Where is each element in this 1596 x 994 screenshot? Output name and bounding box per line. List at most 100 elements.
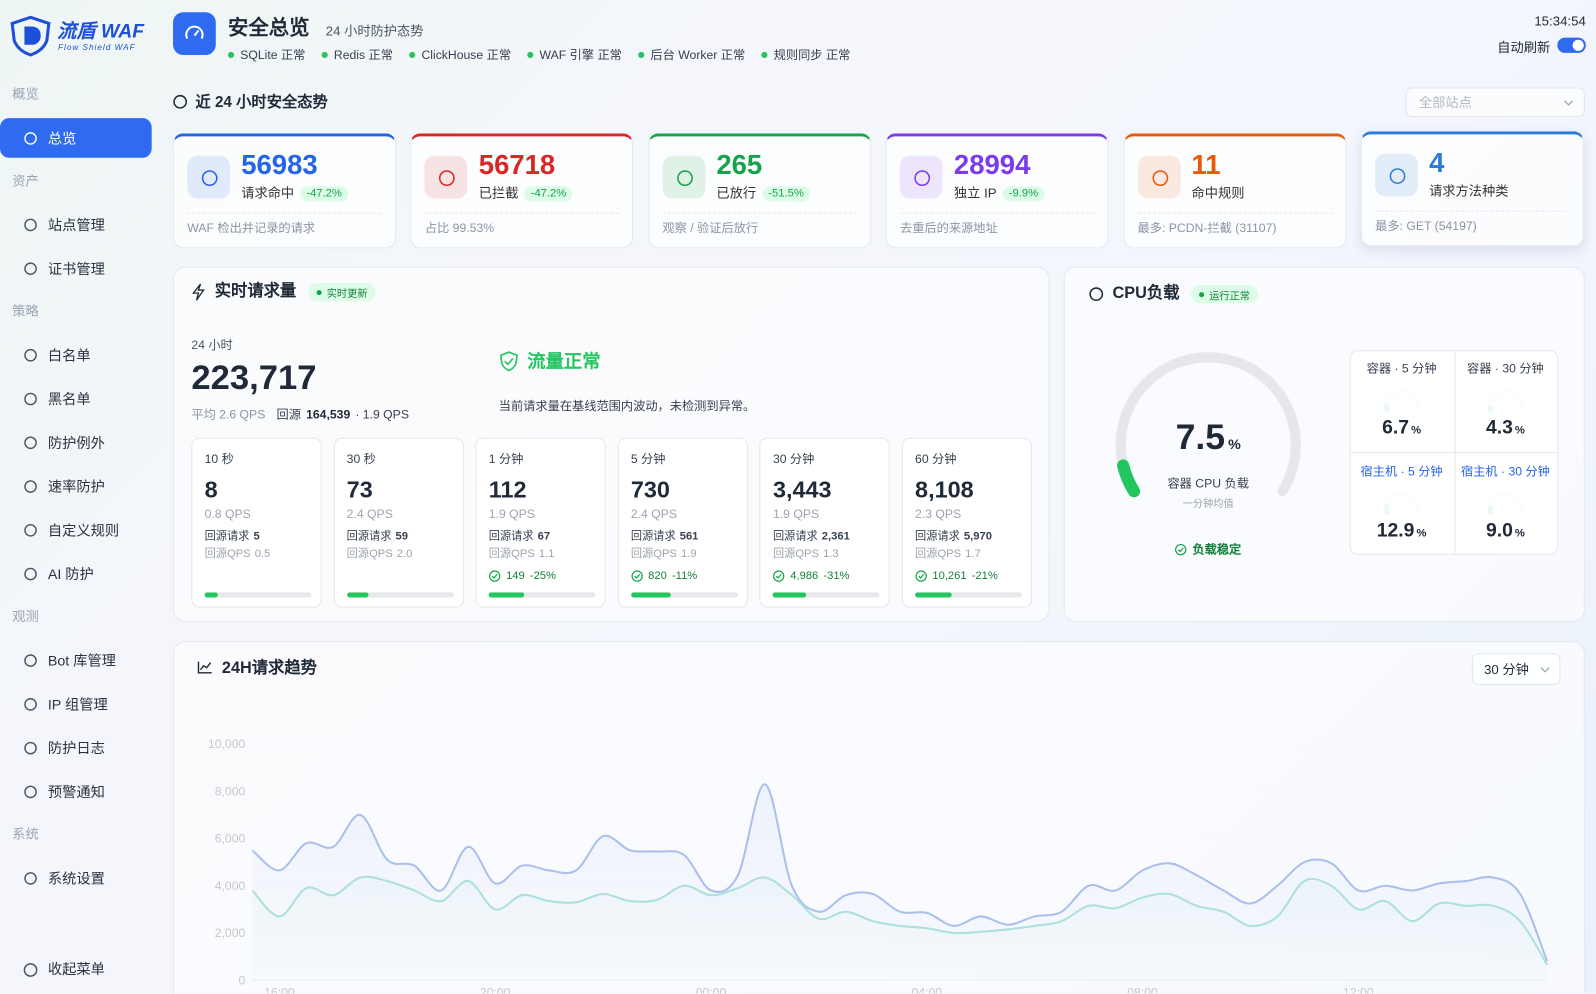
service-item: WAF 引擎 正常 [527, 47, 622, 63]
stat-note: WAF 检出并记录的请求 [187, 220, 316, 236]
icon-shape [914, 170, 931, 187]
page-title: 安全总览 [228, 17, 310, 40]
nav-label: AI 防护 [47, 565, 94, 582]
icon-shape [499, 351, 518, 372]
nav-item[interactable]: 防护例外 [0, 420, 163, 464]
service-label: Redis 正常 [333, 47, 393, 63]
nav-item[interactable]: 自定义规则 [0, 508, 163, 552]
cell-number: 4.3 [1485, 417, 1513, 439]
nav-item[interactable]: 站点管理 [0, 203, 163, 247]
cpu-unit: % [1228, 435, 1241, 452]
traffic-status: 流量正常 [527, 351, 601, 372]
icon [1089, 287, 1104, 302]
nav-item[interactable]: 预警通知 [0, 770, 163, 814]
divider [187, 212, 382, 214]
grid-divider [1350, 451, 1558, 453]
nav-item[interactable]: 防护日志 [0, 726, 163, 770]
window-card: 10 秒 8 0.8 QPS 回源请求 5 回源QPS 0.5 [191, 437, 322, 608]
origin-qps: · 1.9 QPS [355, 407, 409, 422]
nav-item[interactable]: Bot 库管理 [0, 638, 163, 682]
nav-label: Bot 库管理 [47, 651, 116, 669]
window-ok: 10,261 -21% [915, 568, 998, 584]
nav-item[interactable]: 总览 [0, 118, 152, 158]
logo-shape [10, 15, 51, 57]
icon-shape [24, 392, 37, 405]
nav-group-title: 策略 [12, 303, 39, 319]
status-dot [761, 51, 768, 59]
progress-fill [488, 592, 525, 598]
cell-label: 宿主机 · 5 分钟 [1360, 464, 1443, 479]
icon [499, 351, 518, 372]
cell-unit: % [1514, 527, 1525, 540]
nav-item[interactable]: 白名单 [0, 333, 163, 377]
window-label: 30 秒 [346, 451, 376, 466]
icon-shape [192, 283, 205, 301]
window-card: 30 秒 73 2.4 QPS 回源请求 59 回源QPS 2.0 [333, 437, 464, 608]
cpu-number: 7.5 [1175, 417, 1226, 458]
progress-fill [772, 592, 807, 598]
nav-icon [24, 741, 37, 754]
cell-number: 6.7 [1382, 417, 1410, 439]
interval-select[interactable]: 30 分钟 [1471, 653, 1561, 686]
status-badge: 实时更新 [308, 282, 376, 302]
origin-qps-value: 1.9 [680, 547, 697, 560]
service-label: 后台 Worker 正常 [650, 47, 746, 63]
site-select[interactable]: 全部站点 [1405, 87, 1585, 118]
badge-text: 实时更新 [326, 288, 368, 300]
nav-item[interactable]: AI 防护 [0, 552, 163, 596]
nav-label: 自定义规则 [47, 521, 120, 538]
service-item: ClickHouse 正常 [409, 47, 511, 63]
divider [424, 212, 620, 214]
nav-list: 概览 总览 资产 站点管理 证书管理 策略 白名单 黑名单 防护例外 速率防护 自定义规则 AI 防护… [0, 73, 163, 900]
stat-value: 56983 [241, 149, 318, 181]
nav-item[interactable]: 系统设置 [0, 856, 163, 900]
icon-shape [24, 567, 37, 580]
nav-icon [24, 785, 37, 798]
icon [173, 94, 188, 109]
stat-label-row: 请求命中 -47.2% [241, 184, 348, 202]
icon [1389, 168, 1406, 184]
icon [676, 170, 693, 187]
window-card: 5 分钟 730 2.4 QPS 回源请求 561 回源QPS 1.9 820 -11% [617, 437, 748, 608]
stat-label: 请求方法种类 [1429, 183, 1509, 199]
origin-value: 5,970 [963, 530, 992, 543]
window-origin-qps: 回源QPS 0.5 [205, 546, 271, 562]
stat-label: 独立 IP [953, 185, 997, 201]
nav-label: 总览 [47, 129, 77, 147]
window-value: 8,108 [915, 476, 974, 503]
icon [192, 283, 205, 301]
cpu-status-text: 负载稳定 [1192, 542, 1242, 557]
nav-label: 白名单 [47, 346, 91, 363]
nav-label: 防护日志 [47, 739, 105, 756]
nav-group-title: 资产 [12, 173, 39, 189]
cpu-label: 容器 CPU 负载 [1167, 476, 1249, 491]
stat-value: 4 [1429, 147, 1445, 179]
chart-title: 24H请求趋势 [221, 659, 317, 677]
origin-qps-label: 回源QPS [204, 547, 251, 560]
status-dot [527, 51, 534, 59]
nav-label: 速率防护 [47, 477, 105, 495]
nav-item[interactable]: 黑名单 [0, 377, 163, 421]
origin-label: 回源请求 [204, 530, 250, 543]
icon-shape [201, 170, 218, 187]
icon-shape [776, 573, 783, 579]
nav-item[interactable]: 证书管理 [0, 246, 163, 290]
cell-number: 12.9 [1376, 520, 1415, 542]
window-card: 30 分钟 3,443 1.9 QPS 回源请求 2,361 回源QPS 1.3 4,986-… [759, 437, 891, 608]
icon-shape [24, 131, 37, 145]
collapse-menu[interactable]: 收起菜单 [47, 961, 105, 978]
nav-icon [24, 218, 37, 231]
icon [201, 170, 218, 187]
auto-refresh-toggle[interactable] [1557, 37, 1586, 53]
nav-item[interactable]: 速率防护 [0, 464, 163, 508]
window-label: 10 秒 [204, 451, 234, 466]
icon-shape [24, 741, 37, 754]
ok-change: -21% [971, 570, 998, 583]
window-qps: 1.9 QPS [488, 506, 535, 521]
origin-label: 回源 [276, 407, 302, 422]
nav-item[interactable]: IP 组管理 [0, 682, 163, 726]
progress-fill [915, 592, 952, 598]
icon-shape [631, 570, 643, 582]
icon [197, 661, 212, 674]
cell-label: 容器 · 5 分钟 [1366, 361, 1437, 376]
